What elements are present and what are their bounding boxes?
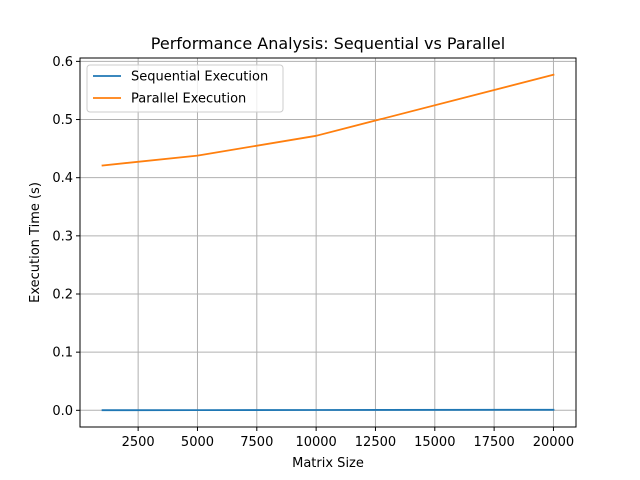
- y-tick-label: 0.1: [52, 346, 73, 361]
- x-tick-label: 17500: [473, 435, 514, 450]
- ticks: 2500 5000 7500 10000 12500 15000 17500 20000 0.0…: [52, 55, 574, 450]
- legend-box: [86, 64, 284, 113]
- x-tick-label: 12500: [355, 435, 396, 450]
- y-tick-label: 0.3: [52, 229, 73, 244]
- legend-label: Parallel Execution: [131, 92, 246, 107]
- series-layer: [101, 73, 555, 412]
- y-tick-label: 0.4: [52, 171, 73, 186]
- x-tick-label: 5000: [181, 435, 214, 450]
- x-axis-label: Matrix Size: [292, 456, 364, 471]
- legend: Sequential Execution Parallel Execution: [86, 64, 284, 113]
- y-tick-label: 0.5: [52, 113, 73, 128]
- x-tick-label: 15000: [414, 435, 455, 450]
- x-tick-label: 20000: [533, 435, 574, 450]
- chart-title: Performance Analysis: Sequential vs Para…: [151, 34, 505, 53]
- y-tick-label: 0.2: [52, 287, 73, 302]
- x-tick-label: 10000: [295, 435, 336, 450]
- y-tick-label: 0.0: [52, 404, 73, 419]
- y-axis-label: Execution Time (s): [28, 182, 43, 303]
- y-tick-label: 0.6: [52, 55, 73, 70]
- legend-label: Sequential Execution: [131, 70, 268, 85]
- plot-frame: [79, 57, 577, 428]
- x-tick-label: 7500: [240, 435, 273, 450]
- series-line-parallel: [101, 73, 555, 167]
- x-tick-label: 2500: [122, 435, 155, 450]
